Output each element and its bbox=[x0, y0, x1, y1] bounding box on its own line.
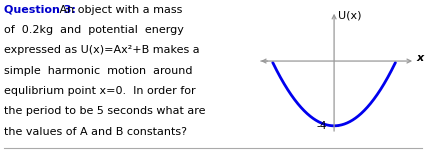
Text: Question 3:: Question 3: bbox=[4, 5, 76, 15]
Text: equlibrium point x=0.  In order for: equlibrium point x=0. In order for bbox=[4, 86, 196, 96]
Text: -4: -4 bbox=[317, 121, 327, 131]
Text: the values of A and B constants?: the values of A and B constants? bbox=[4, 127, 187, 137]
Text: simple  harmonic  motion  around: simple harmonic motion around bbox=[4, 66, 193, 76]
Text: An object with a mass: An object with a mass bbox=[55, 5, 182, 15]
Text: x: x bbox=[417, 53, 423, 63]
Text: U(x): U(x) bbox=[338, 10, 362, 20]
Text: of  0.2kg  and  potential  energy: of 0.2kg and potential energy bbox=[4, 25, 184, 35]
Text: expressed as U(x)=Ax²+B makes a: expressed as U(x)=Ax²+B makes a bbox=[4, 45, 200, 55]
Text: the period to be 5 seconds what are: the period to be 5 seconds what are bbox=[4, 106, 206, 116]
